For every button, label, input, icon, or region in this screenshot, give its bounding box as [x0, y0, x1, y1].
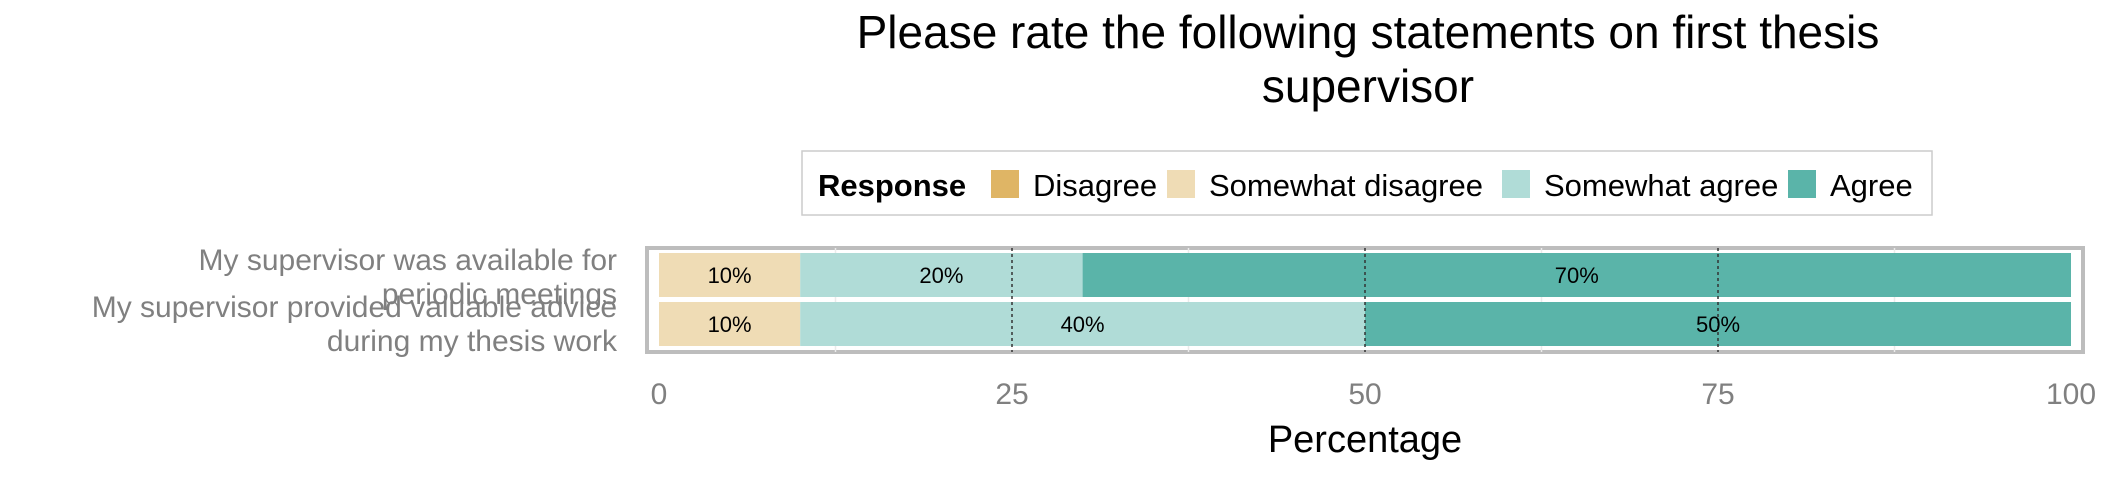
category-label: during my thesis work	[327, 325, 618, 358]
chart-title-line: Please rate the following statements on …	[857, 6, 1880, 58]
x-tick-label: 75	[1701, 378, 1734, 411]
legend-swatch	[1788, 170, 1816, 198]
bar-segment	[800, 253, 1083, 297]
category-label: My supervisor was available for	[199, 244, 618, 277]
category-label: periodic meetings	[382, 278, 617, 311]
bar-value-label: 20%	[919, 263, 963, 288]
x-tick-label: 50	[1348, 378, 1381, 411]
legend-label: Somewhat agree	[1544, 168, 1778, 203]
x-tick-label: 0	[651, 378, 668, 411]
category-label: My supervisor provided valuable advice	[92, 291, 617, 324]
legend-swatch	[1502, 170, 1530, 198]
bar-value-label: 10%	[708, 312, 752, 337]
bar-value-label: 10%	[708, 263, 752, 288]
bar-segment	[800, 302, 1365, 346]
legend-title: Response	[818, 168, 966, 203]
legend-box	[801, 150, 1933, 216]
legend-label: Somewhat disagree	[1209, 168, 1483, 203]
bar-segment	[659, 302, 801, 346]
chart-title-line: supervisor	[1262, 60, 1474, 112]
legend-swatch	[991, 170, 1019, 198]
bar-segment	[659, 253, 801, 297]
legend-label: Agree	[1830, 168, 1913, 203]
x-tick-label: 25	[995, 378, 1028, 411]
x-axis-title: Percentage	[1268, 419, 1462, 461]
bar-value-label: 40%	[1061, 312, 1105, 337]
bar-value-label: 70%	[1555, 263, 1599, 288]
bar-value-label: 50%	[1696, 312, 1740, 337]
legend-label: Disagree	[1033, 168, 1157, 203]
bar-segment	[1082, 253, 2071, 297]
x-tick-label: 100	[2046, 378, 2096, 411]
legend-swatch	[1167, 170, 1195, 198]
